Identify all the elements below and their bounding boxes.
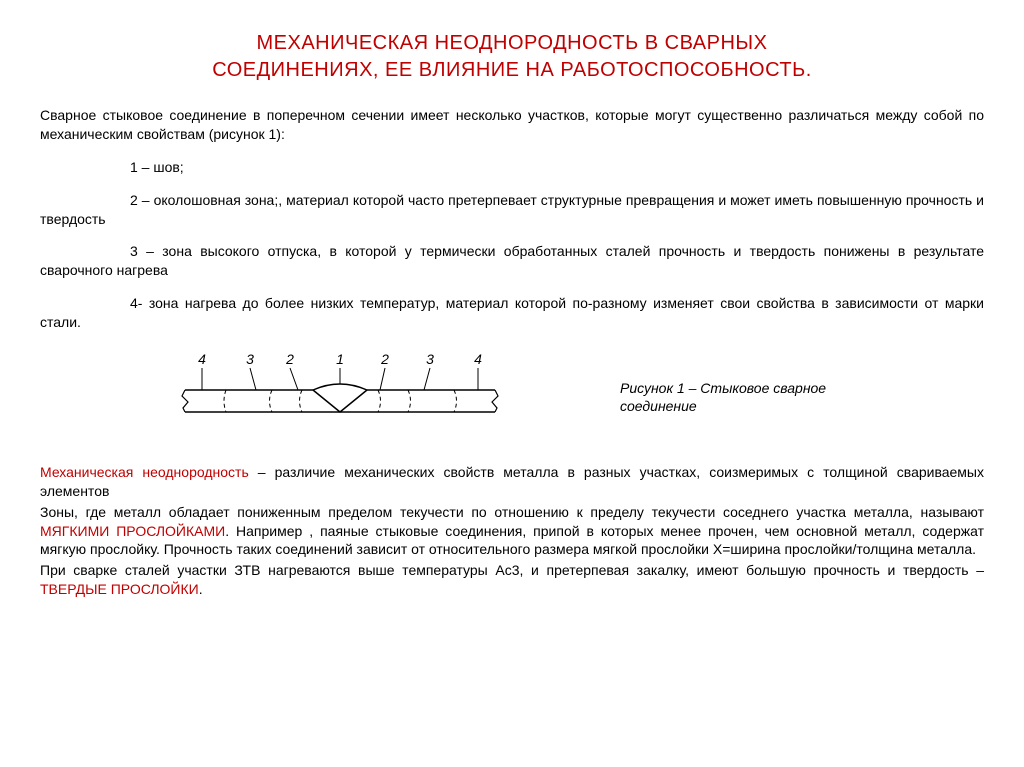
figure-row: 4 3 2 1 2 3 4 (40, 350, 984, 445)
term-mech: Механическая неоднородность (40, 464, 249, 480)
title-line-1: МЕХАНИЧЕСКАЯ НЕОДНОРОДНОСТЬ В СВАРНЫХ (40, 30, 984, 57)
weld-diagram: 4 3 2 1 2 3 4 (180, 350, 500, 445)
intro-paragraph: Сварное стыковое соединение в поперечном… (40, 106, 984, 144)
list-item-1: 1 – шов; (40, 158, 984, 177)
list-item-3: 3 – зона высокого отпуска, в которой у т… (40, 242, 984, 280)
svg-text:4: 4 (198, 351, 206, 367)
list-item-2: 2 – околошовная зона;, материал которой … (40, 191, 984, 229)
para-hard-a: При сварке сталей участки ЗТВ нагреваютс… (40, 562, 984, 578)
term-soft: мягкими прослойками (40, 523, 225, 539)
para-soft-a: Зоны, где металл обладает пониженным пре… (40, 504, 984, 520)
svg-text:2: 2 (285, 351, 294, 367)
para-hard-layers: При сварке сталей участки ЗТВ нагреваютс… (40, 561, 984, 599)
svg-text:3: 3 (246, 351, 254, 367)
list-item-4: 4- зона нагрева до более низких температ… (40, 294, 984, 332)
title-line-2: СОЕДИНЕНИЯХ, ЕЕ ВЛИЯНИЕ НА РАБОТОСПОСОБН… (40, 57, 984, 84)
svg-text:2: 2 (380, 351, 389, 367)
term-hard: твердые прослойки (40, 581, 199, 597)
page-title: МЕХАНИЧЕСКАЯ НЕОДНОРОДНОСТЬ В СВАРНЫХ СО… (40, 30, 984, 84)
para-mech-heterogeneity: Механическая неоднородность – различие м… (40, 463, 984, 501)
svg-text:4: 4 (474, 351, 482, 367)
figure-caption: Рисунок 1 – Стыковое сварное соединение (620, 379, 860, 417)
para-soft-layers: Зоны, где металл обладает пониженным пре… (40, 503, 984, 560)
period: . (199, 581, 203, 597)
svg-text:1: 1 (336, 351, 344, 367)
svg-text:3: 3 (426, 351, 434, 367)
